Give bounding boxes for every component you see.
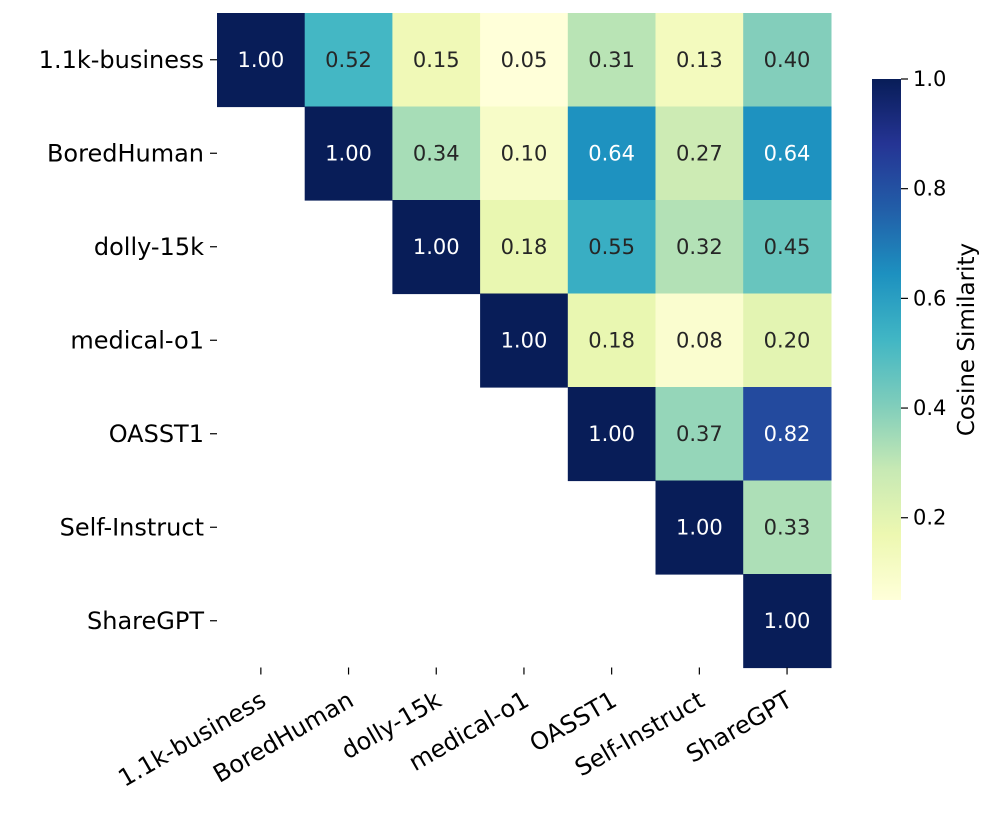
heatmap-cell: [392, 13, 481, 108]
heatmap-cell: [743, 200, 832, 295]
cell-value-label: 0.27: [676, 141, 723, 165]
y-tick-label: ShareGPT: [87, 607, 204, 635]
heatmap-cell: [743, 13, 832, 108]
heatmap-cell: [480, 200, 569, 295]
heatmap-cell: [743, 480, 832, 575]
cell-value-label: 0.05: [501, 48, 548, 72]
cell-value-label: 0.37: [676, 422, 723, 446]
heatmap-cell: [655, 480, 744, 575]
heatmap-cell: [655, 13, 744, 108]
heatmap-cell: [392, 200, 481, 295]
cell-value-label: 0.15: [413, 48, 460, 72]
heatmap-cell: [304, 106, 393, 201]
cell-value-label: 0.34: [413, 141, 460, 165]
y-tick-label: Self-Instruct: [60, 513, 204, 541]
y-tick-label: 1.1k-business: [39, 46, 204, 74]
heatmap-cell: [655, 200, 744, 295]
cell-value-label: 0.45: [764, 235, 811, 259]
cell-value-labels: 1.00 0.52 0.15 0.05 0.31 0.13 0.40 1.00 0.34 0.10…: [237, 48, 810, 633]
colorbar-tick-label: 0.6: [913, 286, 946, 310]
heatmap-cell: [567, 200, 657, 295]
colorbar-tick-label: 1.0: [913, 67, 946, 91]
x-axis: 1.1k-businessBoredHumandolly-15kmedical-…: [113, 667, 797, 793]
cell-value-label: 0.20: [764, 328, 811, 352]
cell-value-label: 0.18: [501, 235, 548, 259]
cell-value-label: 0.64: [764, 141, 811, 165]
heatmap-cell: [567, 13, 657, 108]
cell-value-label: 0.40: [764, 48, 811, 72]
cell-value-label: 1.00: [413, 235, 460, 259]
colorbar-label: Cosine Similarity: [954, 243, 980, 436]
cell-value-label: 0.33: [764, 515, 811, 539]
cell-value-label: 0.32: [676, 235, 723, 259]
heatmap-cells: [217, 13, 832, 669]
heatmap-cell: [480, 293, 569, 388]
cell-value-label: 1.00: [501, 328, 548, 352]
heatmap-cell: [567, 387, 657, 482]
y-tick-label: BoredHuman: [47, 139, 204, 167]
colorbar: 0.2 0.4 0.6 0.8 1.0 Cosine Similarity: [872, 67, 980, 600]
y-tick-label: medical-o1: [70, 326, 204, 354]
colorbar-tick-label: 0.4: [913, 396, 946, 420]
colorbar-tick-label: 0.2: [913, 506, 946, 530]
heatmap-cell: [217, 13, 306, 108]
cell-value-label: 0.08: [676, 328, 723, 352]
x-tick-label: 1.1k-business: [113, 686, 270, 793]
cell-value-label: 1.00: [237, 48, 284, 72]
y-tick-label: OASST1: [109, 420, 204, 448]
cell-value-label: 0.52: [325, 48, 372, 72]
heatmap-cell: [480, 13, 569, 108]
cell-value-label: 1.00: [588, 422, 635, 446]
heatmap-cell: [480, 106, 569, 201]
heatmap-cell: [743, 574, 832, 669]
heatmap-cell: [304, 13, 393, 108]
heatmap-cell: [655, 387, 744, 482]
cell-value-label: 0.55: [588, 235, 635, 259]
colorbar-tick-label: 0.8: [913, 177, 946, 201]
heatmap-cell: [567, 106, 657, 201]
cell-value-label: 0.82: [764, 422, 811, 446]
cell-value-label: 0.64: [588, 141, 635, 165]
cell-value-label: 0.18: [588, 328, 635, 352]
heatmap-cell: [392, 106, 481, 201]
y-tick-label: dolly-15k: [94, 233, 204, 261]
cell-value-label: 0.31: [588, 48, 635, 72]
cell-value-label: 1.00: [325, 141, 372, 165]
cell-value-label: 0.13: [676, 48, 723, 72]
colorbar-gradient: [872, 79, 901, 600]
heatmap-cell: [567, 293, 657, 388]
heatmap-cell: [655, 106, 744, 201]
cell-value-label: 0.10: [501, 141, 548, 165]
heatmap-cell: [655, 293, 744, 388]
cell-value-label: 1.00: [676, 515, 723, 539]
cell-value-label: 1.00: [764, 609, 811, 633]
heatmap-cell: [743, 387, 832, 482]
heatmap-cell: [743, 293, 832, 388]
heatmap-cell: [743, 106, 832, 201]
y-axis: 1.1k-business BoredHuman dolly-15k medical-…: [39, 46, 217, 635]
